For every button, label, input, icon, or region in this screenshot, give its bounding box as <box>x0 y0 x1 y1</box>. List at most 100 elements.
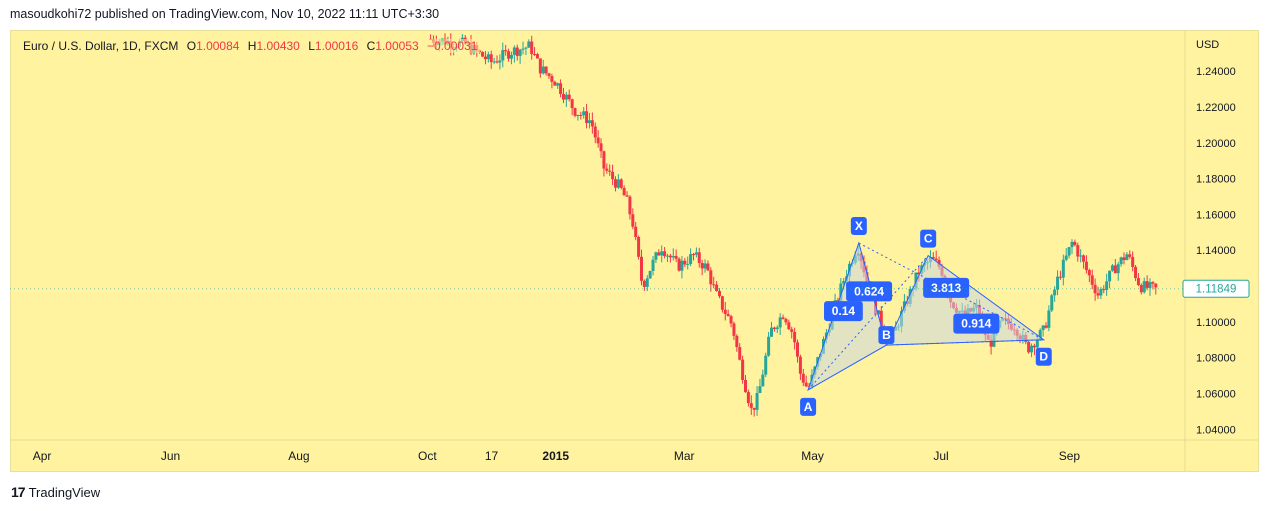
candle <box>1032 343 1036 356</box>
candle <box>1113 259 1117 274</box>
candle <box>804 375 808 388</box>
chart-area[interactable] <box>10 30 1259 472</box>
candle <box>1093 278 1097 301</box>
candle <box>749 395 753 415</box>
candle <box>645 275 649 292</box>
candle <box>1142 277 1146 294</box>
candle <box>683 257 687 267</box>
pattern-ratio-line-bd <box>886 339 1044 346</box>
candle <box>1079 249 1083 263</box>
time-tick-label: Sep <box>1059 449 1081 463</box>
candle <box>608 164 612 176</box>
candle <box>567 89 571 102</box>
time-tick-label: Jun <box>161 449 180 463</box>
time-tick-label: Oct <box>418 449 437 463</box>
candle <box>639 249 643 286</box>
symbol-name: Euro / U.S. Dollar, 1D, FXCM <box>23 39 179 53</box>
pattern-ratio-label: 0.914 <box>953 313 1000 334</box>
price-tick-label: 1.06000 <box>1196 388 1236 400</box>
candle <box>758 378 762 394</box>
candle <box>764 352 768 377</box>
candle <box>752 407 756 417</box>
candle <box>1102 285 1106 294</box>
publish-info: masoudkohi72 published on TradingView.co… <box>10 7 440 21</box>
pattern-point-c: C <box>920 229 937 248</box>
candle <box>761 369 765 387</box>
candle <box>723 301 727 321</box>
candle <box>1148 278 1152 296</box>
candle <box>593 122 597 144</box>
candle <box>709 267 713 292</box>
candle <box>706 260 710 272</box>
candle <box>741 355 745 384</box>
candle <box>746 389 750 407</box>
candle <box>1128 250 1132 259</box>
svg-text:X: X <box>855 219 863 233</box>
price-chart[interactable]: 0.624 0.14 3.813 0.914 X A B C D USD 1.04000 1.06… <box>10 30 1259 472</box>
currency-label: USD <box>1196 39 1219 51</box>
candle <box>527 39 531 48</box>
price-axis[interactable]: USD 1.040001.060001.080001.100001.120001… <box>1196 39 1236 436</box>
candle <box>1027 340 1031 354</box>
candle <box>576 114 580 121</box>
candle <box>787 319 791 331</box>
candle <box>602 150 606 177</box>
candle <box>1139 283 1143 295</box>
candle <box>1119 256 1123 267</box>
candle <box>775 325 779 334</box>
candle <box>518 48 522 64</box>
candle <box>481 51 485 57</box>
pattern-point-a: A <box>800 397 817 416</box>
time-tick-label: Aug <box>288 449 309 463</box>
candle <box>599 138 603 158</box>
candle <box>703 259 707 273</box>
candle <box>628 195 632 220</box>
candle <box>801 368 805 387</box>
pattern-ratio-label: 0.624 <box>846 281 893 302</box>
pattern-point-b: B <box>878 326 895 345</box>
candle <box>1050 293 1054 312</box>
svg-text:0.14: 0.14 <box>832 304 856 318</box>
candle <box>1041 324 1045 337</box>
tradingview-logo[interactable]: 17 TradingView <box>11 484 100 500</box>
price-tick-label: 1.16000 <box>1196 209 1236 221</box>
candle <box>767 331 771 357</box>
candle <box>663 246 667 259</box>
candle <box>793 327 797 350</box>
candle <box>512 45 516 63</box>
candle <box>680 255 684 279</box>
candle <box>547 72 551 79</box>
close-label: C <box>366 39 376 53</box>
candle <box>1096 286 1100 299</box>
candle <box>738 343 742 361</box>
candle <box>642 279 646 291</box>
candle <box>720 295 724 313</box>
candle <box>798 354 802 381</box>
time-tick-label: Apr <box>33 449 52 463</box>
candle <box>1067 246 1071 259</box>
candle <box>657 249 661 256</box>
candle <box>556 82 560 89</box>
candle <box>486 51 490 63</box>
candle <box>694 247 698 258</box>
candle <box>521 41 525 55</box>
candle <box>1134 264 1138 282</box>
symbol-legend[interactable]: Euro / U.S. Dollar, 1D, FXCM O1.00084 H1… <box>20 39 481 53</box>
price-tick-label: 1.24000 <box>1196 66 1236 78</box>
candle <box>1058 270 1062 280</box>
svg-text:C: C <box>924 232 933 246</box>
price-tick-label: 1.04000 <box>1196 424 1236 436</box>
candle <box>735 334 739 352</box>
candle <box>622 185 626 196</box>
svg-text:A: A <box>804 400 813 414</box>
candle <box>790 326 794 339</box>
candle <box>660 245 664 263</box>
candle <box>637 235 641 260</box>
time-axis[interactable]: Apr Jun Aug Oct 17 2015 Mar May Jul Sep <box>33 449 1081 463</box>
change-value: −0.00031 <box>427 39 478 53</box>
candle <box>559 79 563 98</box>
price-tick-label: 1.18000 <box>1196 174 1236 186</box>
candle <box>530 35 534 60</box>
candle <box>1064 248 1068 262</box>
candle <box>544 66 548 76</box>
